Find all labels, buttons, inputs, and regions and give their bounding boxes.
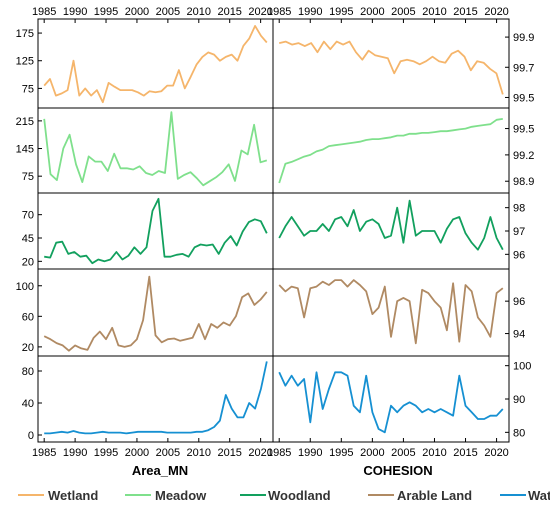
x-tick-label-bottom-1-7: 2020 <box>484 447 508 459</box>
series-line-water_area <box>44 361 268 435</box>
y-tick-label-wetland_cohesion-1: 99.7 <box>513 62 534 74</box>
x-tick-label-top-1-3: 2000 <box>360 6 384 18</box>
x-tick-label-top-1-4: 2005 <box>391 6 415 18</box>
x-tick-label-top-1-6: 2015 <box>453 6 477 18</box>
y-tick-label-woodland_area-1: 45 <box>22 233 34 245</box>
x-tick-label-top-0-0: 1985 <box>32 6 56 18</box>
y-tick-label-wetland_cohesion-2: 99.9 <box>513 32 534 44</box>
legend-label-0: Wetland <box>48 488 98 503</box>
x-tick-label-top-1-2: 1995 <box>329 6 353 18</box>
x-tick-label-bottom-1-3: 2000 <box>360 447 384 459</box>
y-tick-label-meadow_area-1: 145 <box>16 144 34 156</box>
x-tick-label-bottom-0-1: 1990 <box>63 447 87 459</box>
y-tick-label-woodland_cohesion-1: 97 <box>513 226 525 238</box>
y-tick-label-wetland_area-0: 75 <box>22 83 34 95</box>
y-tick-label-arable_area-1: 60 <box>22 311 34 323</box>
panel-frame-water_cohesion <box>272 355 510 443</box>
right-column-title: COHESION <box>363 463 432 478</box>
y-tick-label-arable_area-2: 100 <box>16 281 34 293</box>
y-tick-label-meadow_cohesion-2: 99.5 <box>513 124 534 136</box>
y-tick-label-arable_cohesion-0: 94 <box>513 329 525 341</box>
x-tick-label-bottom-0-0: 1985 <box>32 447 56 459</box>
series-line-arable_area <box>43 275 268 352</box>
series-line-woodland_area <box>44 197 268 265</box>
y-tick-label-meadow_cohesion-1: 99.2 <box>513 150 534 162</box>
legend-label-4: Water <box>528 488 550 503</box>
x-tick-label-top-0-2: 1995 <box>94 6 118 18</box>
y-tick-label-water_area-1: 40 <box>22 398 34 410</box>
left-column-title: Area_MN <box>132 463 188 478</box>
y-tick-label-water_area-2: 80 <box>22 366 34 378</box>
series-line-wetland_area <box>43 24 268 104</box>
y-tick-label-wetland_area-1: 125 <box>16 56 34 68</box>
series-line-woodland_cohesion <box>278 199 504 251</box>
x-tick-label-top-0-7: 2020 <box>248 6 272 18</box>
x-tick-label-top-1-5: 2010 <box>422 6 446 18</box>
x-tick-label-top-1-7: 2020 <box>484 6 508 18</box>
x-tick-label-bottom-0-6: 2015 <box>217 447 241 459</box>
x-tick-label-bottom-0-7: 2020 <box>248 447 272 459</box>
x-tick-label-top-0-1: 1990 <box>63 6 87 18</box>
legend-label-2: Woodland <box>268 488 331 503</box>
legend-label-3: Arable Land <box>397 488 472 503</box>
y-tick-label-meadow_area-2: 215 <box>16 116 34 128</box>
x-tick-label-top-0-3: 2000 <box>125 6 149 18</box>
x-tick-label-bottom-1-0: 1985 <box>267 447 291 459</box>
x-tick-label-bottom-0-5: 2010 <box>187 447 211 459</box>
y-tick-label-woodland_cohesion-2: 98 <box>513 203 525 215</box>
series-line-water_cohesion <box>278 371 504 434</box>
panel-frame-water_area <box>37 355 274 443</box>
y-tick-label-water_cohesion-0: 80 <box>513 427 525 439</box>
y-tick-label-water_cohesion-1: 90 <box>513 394 525 406</box>
y-tick-label-meadow_area-0: 75 <box>22 171 34 183</box>
x-tick-label-top-0-4: 2005 <box>156 6 180 18</box>
y-tick-label-wetland_cohesion-0: 99.5 <box>513 92 534 104</box>
series-line-meadow_cohesion <box>278 118 503 184</box>
legend-label-1: Meadow <box>155 488 207 503</box>
series-line-wetland_cohesion <box>278 40 504 95</box>
x-tick-label-top-0-5: 2010 <box>187 6 211 18</box>
panel-frame-woodland_cohesion <box>272 192 510 270</box>
panel-frame-arable_cohesion <box>272 268 510 357</box>
x-tick-label-bottom-1-1: 1990 <box>298 447 322 459</box>
x-tick-label-top-1-0: 1985 <box>267 6 291 18</box>
y-tick-label-arable_area-0: 20 <box>22 342 34 354</box>
x-tick-label-top-0-6: 2015 <box>217 6 241 18</box>
x-tick-label-bottom-0-2: 1995 <box>94 447 118 459</box>
x-tick-label-bottom-1-4: 2005 <box>391 447 415 459</box>
y-tick-label-woodland_area-0: 20 <box>22 256 34 268</box>
panel-frame-meadow_cohesion <box>272 107 510 194</box>
x-tick-label-bottom-1-2: 1995 <box>329 447 353 459</box>
series-line-arable_cohesion <box>278 279 504 345</box>
y-tick-label-woodland_cohesion-0: 96 <box>513 249 525 261</box>
y-tick-label-woodland_area-2: 70 <box>22 210 34 222</box>
x-tick-label-bottom-0-3: 2000 <box>125 447 149 459</box>
y-tick-label-water_area-0: 0 <box>28 430 34 442</box>
y-tick-label-water_cohesion-2: 100 <box>513 361 531 373</box>
series-line-meadow_area <box>43 111 268 187</box>
x-tick-label-bottom-1-6: 2015 <box>453 447 477 459</box>
legend: Wetland Meadow Woodland Arable Land Water <box>18 488 550 503</box>
y-tick-label-arable_cohesion-1: 96 <box>513 296 525 308</box>
y-tick-label-wetland_area-2: 175 <box>16 28 34 40</box>
x-tick-label-top-1-1: 1990 <box>298 6 322 18</box>
x-tick-label-bottom-0-4: 2005 <box>156 447 180 459</box>
x-tick-label-bottom-1-5: 2010 <box>422 447 446 459</box>
y-tick-label-meadow_cohesion-0: 98.9 <box>513 176 534 188</box>
